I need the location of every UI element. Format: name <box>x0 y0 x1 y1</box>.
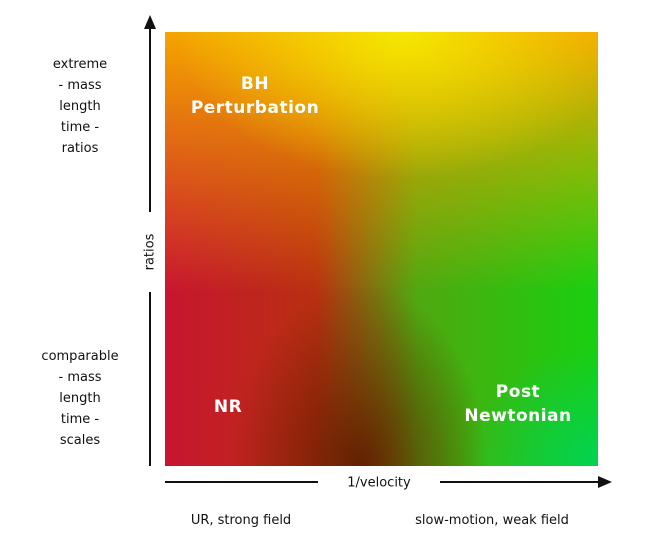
y-bottom-label: - mass <box>58 370 102 385</box>
region-label: BH <box>240 74 270 94</box>
region-label: Perturbation <box>190 98 320 118</box>
y-axis-label: ratios <box>143 233 158 270</box>
regime-gradient <box>165 32 598 466</box>
y-top-label: time - <box>60 120 100 135</box>
x-axis-label: 1/velocity <box>347 476 411 491</box>
y-bottom-label: time - <box>60 412 100 427</box>
y-bottom-label: scales <box>59 433 101 448</box>
y-top-label: length <box>59 99 101 114</box>
y-axis-arrow <box>144 15 156 29</box>
x-axis-arrow <box>598 476 612 488</box>
region-label: Post <box>495 382 541 402</box>
region-label: NR <box>213 397 243 417</box>
x-left-label: UR, strong field <box>190 513 292 528</box>
y-bottom-label: length <box>59 391 101 406</box>
y-bottom-label: comparable <box>41 349 119 364</box>
y-top-label: - mass <box>58 78 102 93</box>
region-label: Newtonian <box>464 406 572 426</box>
y-top-label: ratios <box>61 141 99 156</box>
y-top-label: extreme <box>52 57 108 72</box>
x-right-label: slow-motion, weak field <box>415 513 569 528</box>
